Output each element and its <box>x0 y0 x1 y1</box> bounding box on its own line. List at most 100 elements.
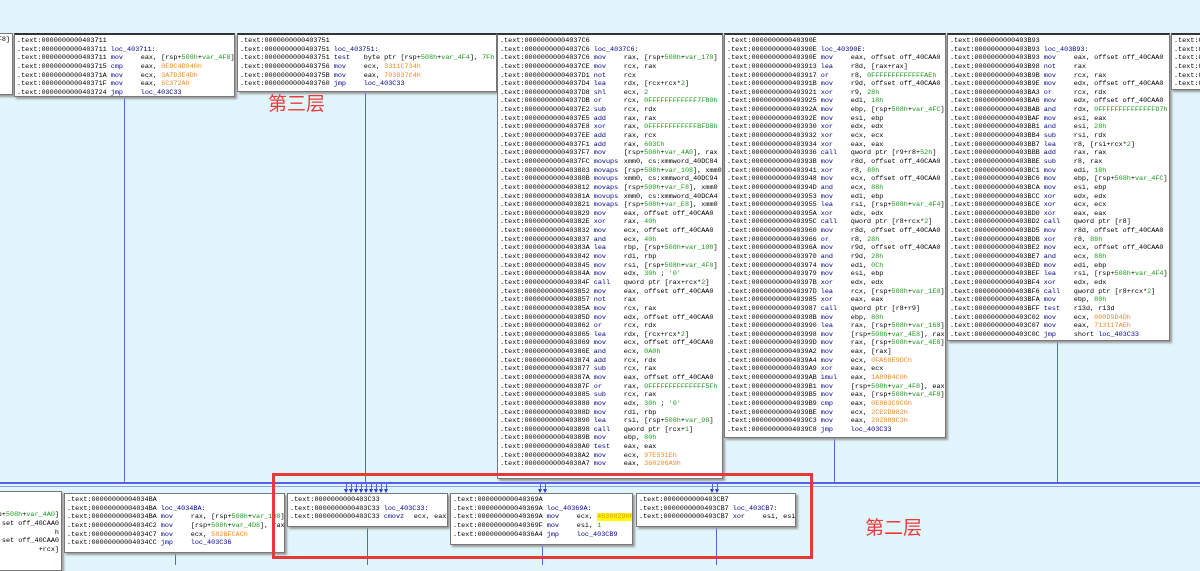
code-block[interactable]: .text:0 .text:0 .text:0 .text:0 .text:0 .text… <box>1171 33 1200 90</box>
edge-line <box>356 484 357 490</box>
operands: set off_40CAA0 <box>2 520 59 529</box>
operand-text: rdi, rbp <box>623 408 657 417</box>
operand-token: 18h <box>1094 166 1107 175</box>
mnemonic: mov <box>110 54 123 63</box>
operands: rcx, rdx <box>624 357 657 365</box>
operand-token: var_4A0 <box>26 511 55 520</box>
address: .text:0000000000403BA6 <box>950 97 1040 106</box>
address: .text:000000000040385D <box>500 313 590 322</box>
code-line: .text:0000000000403821 movaps [rsp+508h+va… <box>500 201 720 210</box>
operand-text: ] <box>1151 287 1156 296</box>
mnemonic: lea <box>593 417 606 426</box>
label: loc_403B93: <box>1043 45 1089 54</box>
operand-text: eax, <box>140 62 162 71</box>
operand-token: 0Ch <box>871 261 884 270</box>
operand-text: qword ptr [r8+r9] <box>850 304 921 313</box>
operand-text: rax, [rsp+ <box>850 322 892 331</box>
code-line: .text:0000000000403852 mov eax, offset off… <box>500 288 720 297</box>
address: .text:0000000000403B93 <box>950 54 1040 63</box>
operand-token: 80h <box>871 313 884 322</box>
mnemonic: lea <box>593 330 606 339</box>
operand-text: ] <box>932 149 937 158</box>
operands: edx, 30h ; '0' <box>624 400 681 408</box>
code-block-loc-403cb7[interactable]: .text:0000000000403CB7 .text:000000000040… <box>636 493 796 527</box>
code-line: .text:00000000004034C7 mov ecx, 582BFCACh <box>67 531 282 540</box>
code-block-loc-403751[interactable]: .text:0000000000403751 .text:000000000040… <box>237 33 497 92</box>
address: .text:0000000000403BCC <box>950 192 1040 201</box>
operand-token: 0A0h <box>644 348 661 357</box>
code-line: .text:000000000040392A mov ebp, [rsp+508h+… <box>727 106 945 115</box>
code-line: .text:00000000004039B1 mov [rsp+508h+var_4… <box>727 382 945 392</box>
edge-line <box>386 484 387 490</box>
operands: [rsp+508h+var_F8], xmm0 <box>624 184 718 192</box>
operand-text: rax, rax <box>623 114 657 123</box>
edge-arrow-icon <box>543 489 547 493</box>
operands: ecx, 40h <box>624 236 657 244</box>
mnemonic: or <box>820 235 829 244</box>
operand-text: r9d, offset off_40CAA0 <box>850 80 941 89</box>
operands: rsi, rdx <box>1074 132 1107 140</box>
operand-text: qword ptr [rax+rcx* <box>623 278 702 287</box>
code-line: .text:0000000000403BBB add rax, rax <box>950 149 1167 158</box>
code-block-loc-40369a[interactable]: .text:000000000040369A .text:000000000040… <box>450 493 633 545</box>
operands: rax, rcx <box>624 132 657 140</box>
operand-text: + <box>907 322 912 331</box>
operand-token: var_4F4 <box>1134 270 1164 279</box>
code-line: .text:0000000000403BAF mov esi, eax <box>950 115 1167 124</box>
code-block-loc-4034ba[interactable]: .text:00000000004034BA .text:000000000040… <box>64 493 285 553</box>
address: .text:00000000004034C2 <box>67 521 157 530</box>
code-block-loc-40390e[interactable]: .text:000000000040390E .text:000000000040… <box>724 33 946 438</box>
operand-text: ] <box>928 218 933 227</box>
code-block-loc-403c33[interactable]: .text:0000000000403C33 .text:000000000040… <box>287 493 448 527</box>
address: .text:0000000000403C33 <box>290 496 380 504</box>
operand-text: ], eax <box>920 382 945 391</box>
operands: eax, eax <box>1074 210 1107 218</box>
operands: r8, 88h <box>1074 236 1103 244</box>
code-block[interactable]: F8] <box>0 33 13 95</box>
code-line: .text:00000000004034BA loc_4034BA: <box>67 505 282 514</box>
address: .text:0000000000403BBE <box>950 157 1040 166</box>
operand-text: rax <box>623 296 636 305</box>
operands: edx, edx <box>851 210 884 218</box>
operand-text: +rcx] <box>38 545 59 554</box>
operand-token: 52h <box>920 149 933 158</box>
code-block-loc-403b93[interactable]: .text:0000000000403B93 .text:000000000040… <box>947 33 1170 341</box>
mnemonic: not <box>593 71 606 80</box>
address: .text:00000000004039A4 <box>727 356 817 365</box>
operands: rcx, rdx <box>1074 89 1107 97</box>
code-block-loc-4037c6[interactable]: .text:00000000004037C6 .text:000000000040… <box>497 33 723 479</box>
operands: ecx, 2CE2D982h <box>851 409 908 417</box>
operand-text: ; <box>656 399 669 408</box>
address: .text:000000000040369A <box>453 496 543 504</box>
mnemonic: jmp <box>820 425 833 434</box>
operands: esi, ebp <box>1074 184 1107 192</box>
mnemonic: mov <box>820 270 833 279</box>
edge-arrow-icon <box>354 489 358 493</box>
code-block-loc-403711[interactable]: .text:0000000000403711 .text:000000000040… <box>14 33 235 97</box>
operand-token: var_4F4 <box>911 201 941 210</box>
operand-token: loc_403C33 <box>1098 330 1140 339</box>
operand-text: rcx <box>623 71 636 80</box>
operands: eax, 360206A9h <box>624 460 681 468</box>
edge-line <box>0 486 1200 487</box>
address: .text:000000000040369A <box>453 504 543 513</box>
address: .text:0000000000403930 <box>727 123 817 132</box>
code-line: .text:0000000000403925 mov edi, 18h <box>727 97 943 106</box>
code-line: .text:0000000000403877 sub rcx, rax <box>500 365 720 374</box>
address: .text:0000000000403BB7 <box>950 140 1040 149</box>
operand-text: + <box>887 330 892 339</box>
code-line: .text:000000000040395A xor edx, edx <box>727 210 943 219</box>
mnemonic: mov <box>1043 296 1056 305</box>
operand-token: 1 <box>597 521 602 530</box>
operand-token: 1A89B4C0h <box>871 373 908 382</box>
operand-token: 508h <box>664 54 681 63</box>
operand-token: var_4FC <box>911 106 941 115</box>
edge-line <box>545 484 546 490</box>
address: .text:000000000040383A <box>500 244 590 253</box>
code-line: .text:0000000000403888 mov edx, 30h ; '0' <box>500 400 720 409</box>
mnemonic: mov <box>546 513 559 522</box>
code-line: .text:00000000004039B5 mov eax, [rsp+508h+… <box>727 391 945 400</box>
operand-text: + <box>680 261 685 270</box>
